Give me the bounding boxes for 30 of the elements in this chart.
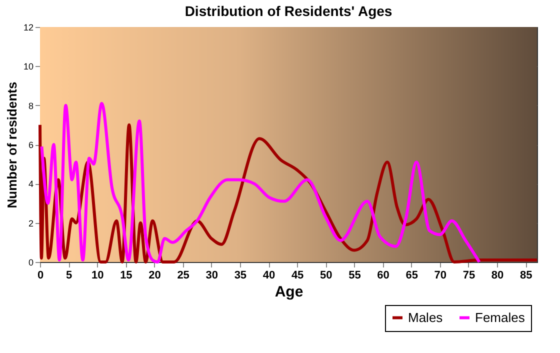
y-tick-label: 0 <box>28 258 34 268</box>
y-axis-title: Number of residents <box>4 82 20 208</box>
y-tick-label: 12 <box>23 22 34 32</box>
legend-label: Females <box>475 310 526 325</box>
x-axis-title: Age <box>274 284 304 300</box>
y-tick-label: 2 <box>28 218 34 228</box>
x-tick-label: 10 <box>92 270 104 282</box>
legend-label: Males <box>408 310 444 325</box>
y-tick-label: 6 <box>28 140 34 150</box>
x-tick-label: 50 <box>320 270 332 282</box>
x-tick-label: 45 <box>291 270 304 282</box>
y-tick-label: 8 <box>28 100 34 111</box>
x-tick-label: 65 <box>406 270 418 282</box>
chart-title: Distribution of Residents' Ages <box>184 3 392 19</box>
x-tick-label: 60 <box>377 270 390 282</box>
x-tick-label: 20 <box>148 270 161 282</box>
x-tick-label: 0 <box>37 270 44 282</box>
x-tick-label: 40 <box>262 270 276 282</box>
y-tick-label: 4 <box>28 179 34 190</box>
x-tick-label: 80 <box>491 270 504 282</box>
x-tick-label: 30 <box>206 270 218 282</box>
x-tick-label: 25 <box>177 270 190 282</box>
y-tick-label: 10 <box>23 62 34 72</box>
x-tick-label: 15 <box>120 270 132 282</box>
x-tick-label: 35 <box>234 270 247 282</box>
x-tick-label: 70 <box>434 270 447 282</box>
x-tick-label: 55 <box>348 270 361 282</box>
x-tick-label: 85 <box>520 270 532 282</box>
x-tick-label: 75 <box>462 270 476 282</box>
x-tick-label: 5 <box>66 270 72 282</box>
